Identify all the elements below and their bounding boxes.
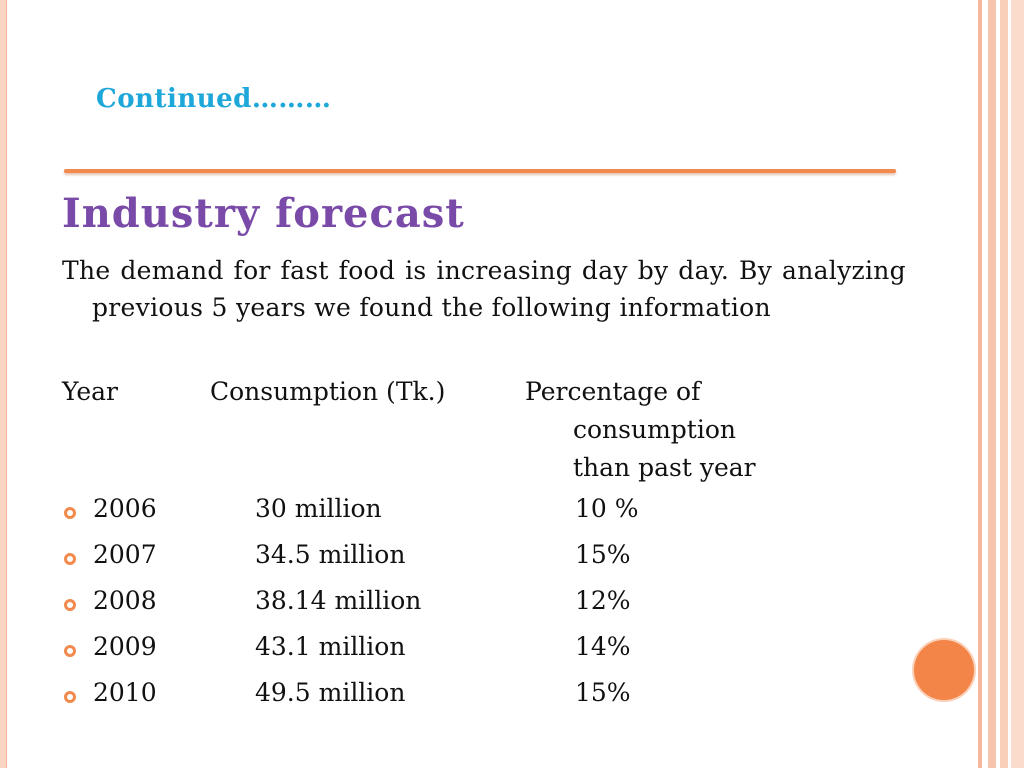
right-frame-stripes [978, 0, 1024, 768]
row-consumption: 43.1 million [255, 632, 406, 661]
circle-bullet-icon [64, 691, 76, 703]
row-percentage: 14% [575, 632, 631, 661]
title-divider [64, 169, 896, 173]
row-consumption: 30 million [255, 494, 382, 523]
row-consumption: 34.5 million [255, 540, 406, 569]
frame-stripe [996, 0, 1000, 768]
column-header-year: Year [62, 377, 118, 406]
circle-bullet-icon [64, 553, 76, 565]
intro-paragraph: The demand for fast food is increasing d… [62, 256, 906, 322]
circle-bullet-icon [64, 507, 76, 519]
row-year: 2007 [93, 540, 157, 569]
row-year: 2008 [93, 586, 157, 615]
frame-stripe [978, 0, 982, 768]
row-percentage: 15% [575, 678, 631, 707]
column-header-percentage-line2: consumption [573, 415, 736, 444]
orange-circle-decoration [914, 640, 974, 700]
circle-bullet-icon [64, 645, 76, 657]
circle-bullet-icon [64, 599, 76, 611]
table-row: 2009 43.1 million 14% [62, 632, 882, 672]
table-row: 2008 38.14 million 12% [62, 586, 882, 626]
column-header-percentage: Percentage of consumption than past year [525, 373, 756, 487]
table-row: 2010 49.5 million 15% [62, 678, 882, 718]
row-percentage: 15% [575, 540, 631, 569]
left-frame-border [0, 0, 7, 768]
slide-subtitle: Continued……… [96, 84, 332, 114]
column-header-percentage-line1: Percentage of [525, 377, 701, 406]
slide-heading: Industry forecast [62, 190, 465, 237]
frame-stripe [988, 0, 996, 768]
column-header-percentage-line3: than past year [573, 453, 756, 482]
frame-stripe [1008, 0, 1011, 768]
table-row: 2006 30 million 10 % [62, 494, 882, 534]
frame-stripe [1011, 0, 1024, 768]
table-row: 2007 34.5 million 15% [62, 540, 882, 580]
frame-stripe [982, 0, 988, 768]
column-header-consumption: Consumption (Tk.) [210, 377, 446, 406]
row-year: 2010 [93, 678, 157, 707]
row-consumption: 49.5 million [255, 678, 406, 707]
row-year: 2009 [93, 632, 157, 661]
row-year: 2006 [93, 494, 157, 523]
row-percentage: 12% [575, 586, 631, 615]
row-percentage: 10 % [575, 494, 639, 523]
row-consumption: 38.14 million [255, 586, 422, 615]
frame-stripe [1000, 0, 1008, 768]
